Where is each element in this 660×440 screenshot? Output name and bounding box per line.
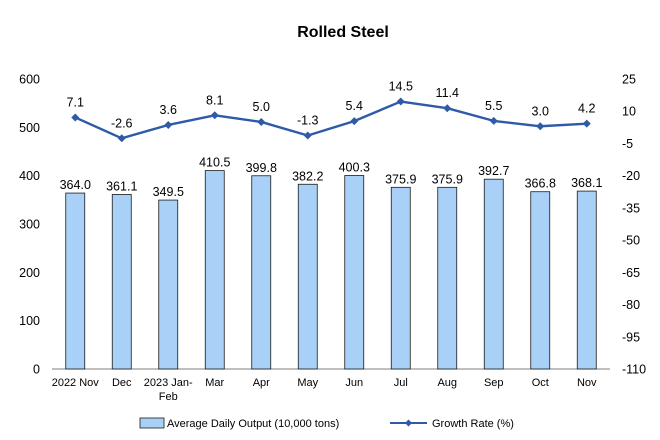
y-right-tick-label: -80 — [622, 298, 640, 312]
growth-point — [443, 104, 452, 113]
y-right-tick-label: -95 — [622, 330, 640, 344]
growth-value-label: 11.4 — [436, 86, 459, 100]
legend-label-growth: Growth Rate (%) — [432, 418, 514, 430]
growth-point — [303, 131, 312, 140]
chart-title: Rolled Steel — [297, 24, 389, 41]
growth-point — [117, 134, 126, 143]
legend: Average Daily Output (10,000 tons) Growt… — [139, 417, 514, 430]
y-right-tick-label: -110 — [622, 363, 646, 377]
growth-point — [164, 120, 173, 129]
y-left-tick-label: 400 — [19, 169, 40, 183]
growth-point — [536, 122, 545, 131]
bar — [437, 186, 458, 370]
legend-swatch-output — [139, 417, 165, 429]
growth-value-label: 14.5 — [389, 80, 413, 94]
x-tick-label: Nov — [577, 377, 597, 389]
growth-value-label: -2.6 — [111, 116, 133, 130]
growth-value-label: 4.2 — [578, 102, 595, 116]
line-group — [71, 97, 591, 143]
x-tick-label: Jul — [394, 377, 408, 389]
y-left-tick-label: 100 — [19, 314, 40, 328]
legend-label-output: Average Daily Output (10,000 tons) — [167, 418, 339, 430]
bar — [65, 192, 86, 370]
axes-group: 0 100 200 300 400 500 600 -110 -95 -80 -65 -50 -35 -2… — [19, 73, 646, 404]
x-tick-label: Feb — [159, 391, 178, 403]
bar — [344, 175, 365, 370]
growth-point — [257, 117, 266, 126]
bar-value-label: 382.2 — [292, 169, 323, 183]
growth-point — [582, 119, 591, 128]
y-left-tick-label: 600 — [19, 73, 40, 87]
y-right-tick-label: 25 — [622, 73, 636, 87]
bar-value-label: 410.5 — [199, 156, 230, 170]
growth-value-label: 5.5 — [485, 99, 502, 113]
growth-value-label: 5.4 — [346, 99, 363, 113]
bar — [204, 170, 225, 370]
bar-value-label: 368.1 — [571, 176, 602, 190]
x-tick-label: Jun — [345, 377, 363, 389]
growth-value-label: -1.3 — [297, 113, 319, 127]
x-tick-label: Aug — [437, 377, 457, 389]
growth-value-label: 8.1 — [206, 93, 223, 107]
labels-group: 364.0 361.1 349.5 410.5 399.8 382.2 400.3 375.9… — [60, 80, 603, 200]
y-left-tick-label: 200 — [19, 266, 40, 280]
x-tick-label: Apr — [253, 377, 270, 389]
y-right-tick-label: -65 — [622, 266, 640, 280]
y-right-tick-label: 10 — [622, 105, 636, 119]
x-tick-label: Sep — [484, 377, 504, 389]
bar — [297, 183, 318, 370]
growth-point — [71, 113, 80, 122]
y-right-tick-label: -35 — [622, 201, 640, 215]
x-tick-label: May — [297, 377, 318, 389]
bar — [483, 178, 504, 370]
y-right-tick-label: -5 — [622, 137, 633, 151]
bar — [576, 190, 597, 370]
x-tick-label: Mar — [205, 377, 224, 389]
bar-value-label: 400.3 — [339, 161, 370, 175]
bar-value-label: 364.0 — [60, 178, 91, 192]
growth-line — [74, 100, 587, 140]
x-tick-label: 2023 Jan- — [144, 377, 193, 389]
y-left-tick-label: 500 — [19, 121, 40, 135]
bar — [158, 199, 179, 370]
y-left-tick-label: 0 — [33, 363, 40, 377]
bar — [530, 191, 551, 370]
y-right-tick-label: -50 — [622, 234, 640, 248]
bar-value-label: 375.9 — [385, 172, 416, 186]
y-right-tick-label: -20 — [622, 169, 640, 183]
bar-value-label: 392.7 — [478, 164, 509, 178]
bar — [390, 186, 411, 370]
y-left-tick-label: 300 — [19, 218, 40, 232]
x-tick-label: Dec — [112, 377, 132, 389]
bar-value-label: 349.5 — [153, 185, 184, 199]
bar — [111, 194, 132, 370]
bar-value-label: 366.8 — [525, 177, 556, 191]
growth-value-label: 5.0 — [253, 100, 270, 114]
growth-point — [396, 97, 405, 106]
bar-value-label: 375.9 — [432, 172, 463, 186]
growth-value-label: 7.1 — [67, 95, 84, 109]
growth-point — [350, 117, 359, 126]
x-tick-label: 2022 Nov — [52, 377, 100, 389]
growth-point — [489, 116, 498, 125]
bar-value-label: 399.8 — [246, 161, 277, 175]
growth-value-label: 3.6 — [160, 103, 177, 117]
growth-value-label: 3.0 — [532, 104, 549, 118]
bar-value-label: 361.1 — [106, 179, 137, 193]
x-tick-label: Oct — [532, 377, 549, 389]
bar — [251, 175, 272, 370]
legend-marker-growth — [405, 419, 412, 427]
bars-group — [65, 170, 597, 370]
growth-point — [210, 111, 219, 120]
